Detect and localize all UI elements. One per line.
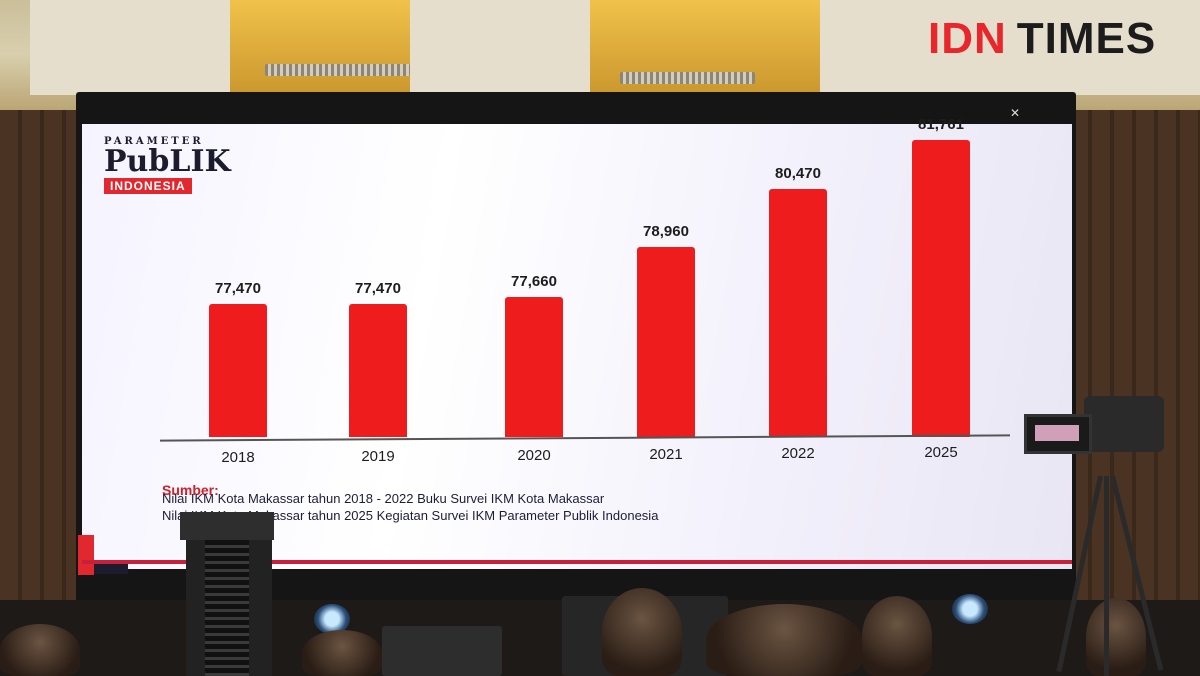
bar-2018: [209, 304, 267, 437]
ceiling-panel: [410, 0, 590, 95]
ceiling-panel: [30, 0, 230, 95]
logo-main-text: PubLIK: [104, 144, 231, 179]
podium-top: [180, 512, 274, 540]
audience-head: [862, 596, 932, 676]
value-label-2025: 81,761: [918, 115, 964, 133]
tripod-leg: [1104, 476, 1109, 676]
bar-2025: [912, 139, 970, 437]
audience-head: [302, 630, 382, 676]
category-label-2025: 2025: [924, 444, 958, 461]
video-camera: [1024, 372, 1164, 472]
ceiling-light-panel: [230, 0, 410, 100]
category-label-2020: 2020: [517, 447, 551, 464]
camera-body: [1084, 396, 1164, 452]
ceiling-light-panel: [590, 0, 820, 100]
stage-light: [314, 604, 350, 634]
close-icon: ✕: [1010, 106, 1021, 120]
ceiling-vent: [620, 72, 755, 84]
value-label-2019: 77,470: [355, 280, 401, 297]
audience-head: [706, 604, 862, 676]
parameter-publik-logo: PARAMETER PubLIK INDONESIA: [104, 136, 231, 195]
right-wall: [1070, 110, 1200, 676]
bar-2021: [637, 246, 695, 437]
left-wall: [0, 110, 90, 676]
slide-bottom-stripe: [82, 560, 1072, 564]
camera-lcd: [1024, 414, 1092, 454]
source-title: Sumber:: [162, 482, 219, 498]
ceiling-vent: [265, 64, 410, 76]
value-label-2018: 77,470: [215, 280, 261, 297]
audience-head: [602, 588, 682, 676]
logo-idn-text: IDN: [928, 14, 1007, 63]
source-line-1: Nilai IKM Kota Makassar tahun 2018 - 202…: [162, 491, 605, 506]
stage-light: [952, 594, 988, 624]
value-label-2022: 80,470: [775, 165, 821, 183]
audience-head: [1086, 598, 1146, 676]
bar-2019: [349, 304, 407, 437]
idn-times-logo: IDN TIMES: [928, 14, 1156, 64]
logo-top-text: PARAMETER: [104, 136, 204, 147]
logo-tag-text: INDONESIA: [104, 178, 192, 194]
logo-times-text: TIMES: [1016, 14, 1157, 63]
category-label-2021: 2021: [649, 446, 683, 463]
value-label-2020: 77,660: [511, 272, 557, 290]
stage-speaker: [382, 626, 502, 676]
source-line-2: Nilai IKM Kota Makassar tahun 2025 Kegia…: [162, 508, 659, 523]
value-label-2021: 78,960: [643, 222, 689, 240]
bar-2022: [769, 189, 827, 437]
category-label-2022: 2022: [781, 445, 815, 462]
category-label-2019: 2019: [361, 448, 395, 465]
ceiling-panel: [820, 0, 1200, 95]
audience-head: [0, 624, 80, 676]
slide-decoration: [78, 535, 94, 575]
podium-front: [205, 540, 249, 676]
category-label-2018: 2018: [221, 449, 255, 466]
bar-2020: [505, 296, 563, 437]
